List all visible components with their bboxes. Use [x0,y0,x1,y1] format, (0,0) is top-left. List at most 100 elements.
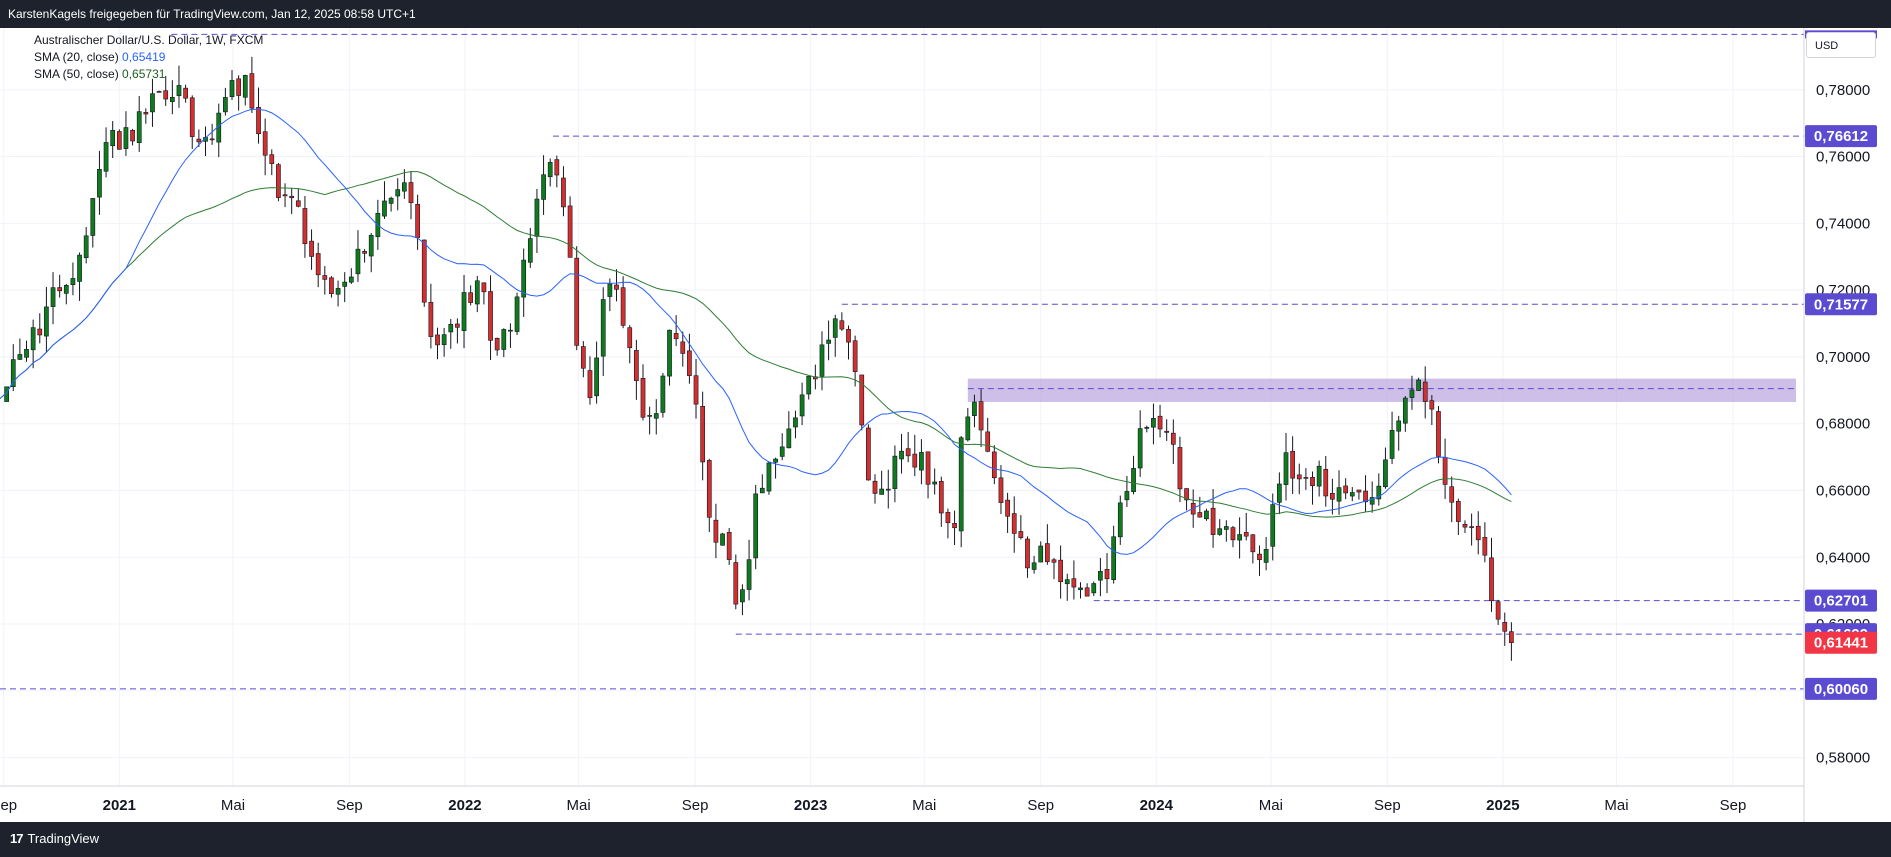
candle-body [925,451,931,485]
candle [295,188,301,208]
candle-body [189,97,195,137]
candle [534,188,540,254]
price-tags: 0,766120,715770,627010,616990,600600,614… [1805,30,1877,700]
sma20-value: 0,65419 [122,50,166,64]
candle [700,391,706,481]
price-tag-label: 0,60060 [1814,681,1868,698]
candle [1349,487,1355,502]
tradingview-brand[interactable]: 17 TradingView [10,831,99,846]
candle [1336,470,1342,515]
candle [355,230,361,282]
candle [501,328,507,358]
candle [965,408,971,442]
candle-body [713,519,719,543]
candle [1164,419,1170,441]
sma50-legend: SMA (50, close) 0,65731 [34,66,263,83]
candle [1223,520,1229,542]
candle [521,248,527,317]
time-tick-label: Sep [1374,797,1401,814]
candle-body [912,453,918,468]
candle [793,410,798,439]
candle-body [1078,587,1083,590]
candle [1376,473,1382,506]
candle [554,155,560,188]
candle-body [647,415,652,417]
candle [335,280,341,307]
candle [740,584,745,616]
candle-body [494,337,500,351]
candle [733,554,739,610]
candle-body [965,416,971,441]
moving-averages [0,108,1512,555]
candle [660,372,666,418]
candle [329,276,334,298]
symbol-title: Australischer Dollar/U.S. Dollar, 1W, FX… [34,33,264,47]
candle [163,75,169,106]
candle [680,331,686,367]
candle [1237,517,1242,559]
price-chart[interactable]: 0,580000,600000,620000,640000,660000,680… [0,28,1891,822]
candle [1482,522,1488,563]
candle-body [1263,549,1269,563]
candle-body [1058,559,1063,583]
candle [1310,471,1315,505]
candle-body [872,480,878,494]
candle [90,198,96,248]
candle-body [249,73,255,109]
candle [1018,515,1024,540]
candle [1157,404,1163,438]
chart-pane[interactable]: 0,580000,600000,620000,640000,660000,680… [0,28,1891,822]
candle-body [759,487,765,494]
time-tick-label: 2025 [1486,797,1519,814]
candle [110,121,116,159]
sma20-legend: SMA (20, close) 0,65419 [34,49,263,66]
candle [832,314,838,357]
candle-body [169,96,175,102]
candle-body [143,112,149,115]
candle-body [1250,534,1256,553]
candle-body [1045,543,1050,563]
candle-body [342,281,348,287]
candle [494,337,500,356]
candle [1045,524,1050,565]
price-tag: 0,71577 [1805,293,1877,316]
candle [1078,582,1083,599]
candle [773,457,778,479]
candle [1025,536,1030,578]
candle-body [1436,411,1441,457]
candle [1303,468,1309,490]
candle [580,341,586,378]
currency-button[interactable]: USD [1806,32,1876,58]
candle-body [1469,526,1474,528]
candle-body [1277,483,1282,503]
candle-body [1204,510,1209,520]
candle-body [1104,569,1110,580]
candle [1243,512,1249,541]
candle [1005,492,1010,533]
candle [786,411,792,449]
candle [1250,533,1256,564]
candle-body [1064,579,1070,585]
candle-body [77,254,82,282]
candle [249,56,255,113]
resistance-zone [967,378,1796,402]
candle-body [1124,491,1130,501]
candle [1416,377,1421,392]
candle [123,111,129,156]
candle [1170,419,1176,465]
sma50-value: 0,65731 [122,67,166,81]
candle [1429,394,1435,426]
candle [136,95,142,152]
candle-body [1489,557,1494,602]
candle [806,375,812,400]
candle [1277,472,1282,515]
candle-body [1098,571,1103,581]
price-tag: 0,62701 [1805,589,1877,612]
candle [872,474,878,504]
candle-body [627,327,633,349]
candle-body [1157,415,1163,430]
candle-body [269,154,275,164]
candle-body [567,205,573,258]
time-tick-label: Mai [912,797,936,814]
candle [130,128,135,146]
